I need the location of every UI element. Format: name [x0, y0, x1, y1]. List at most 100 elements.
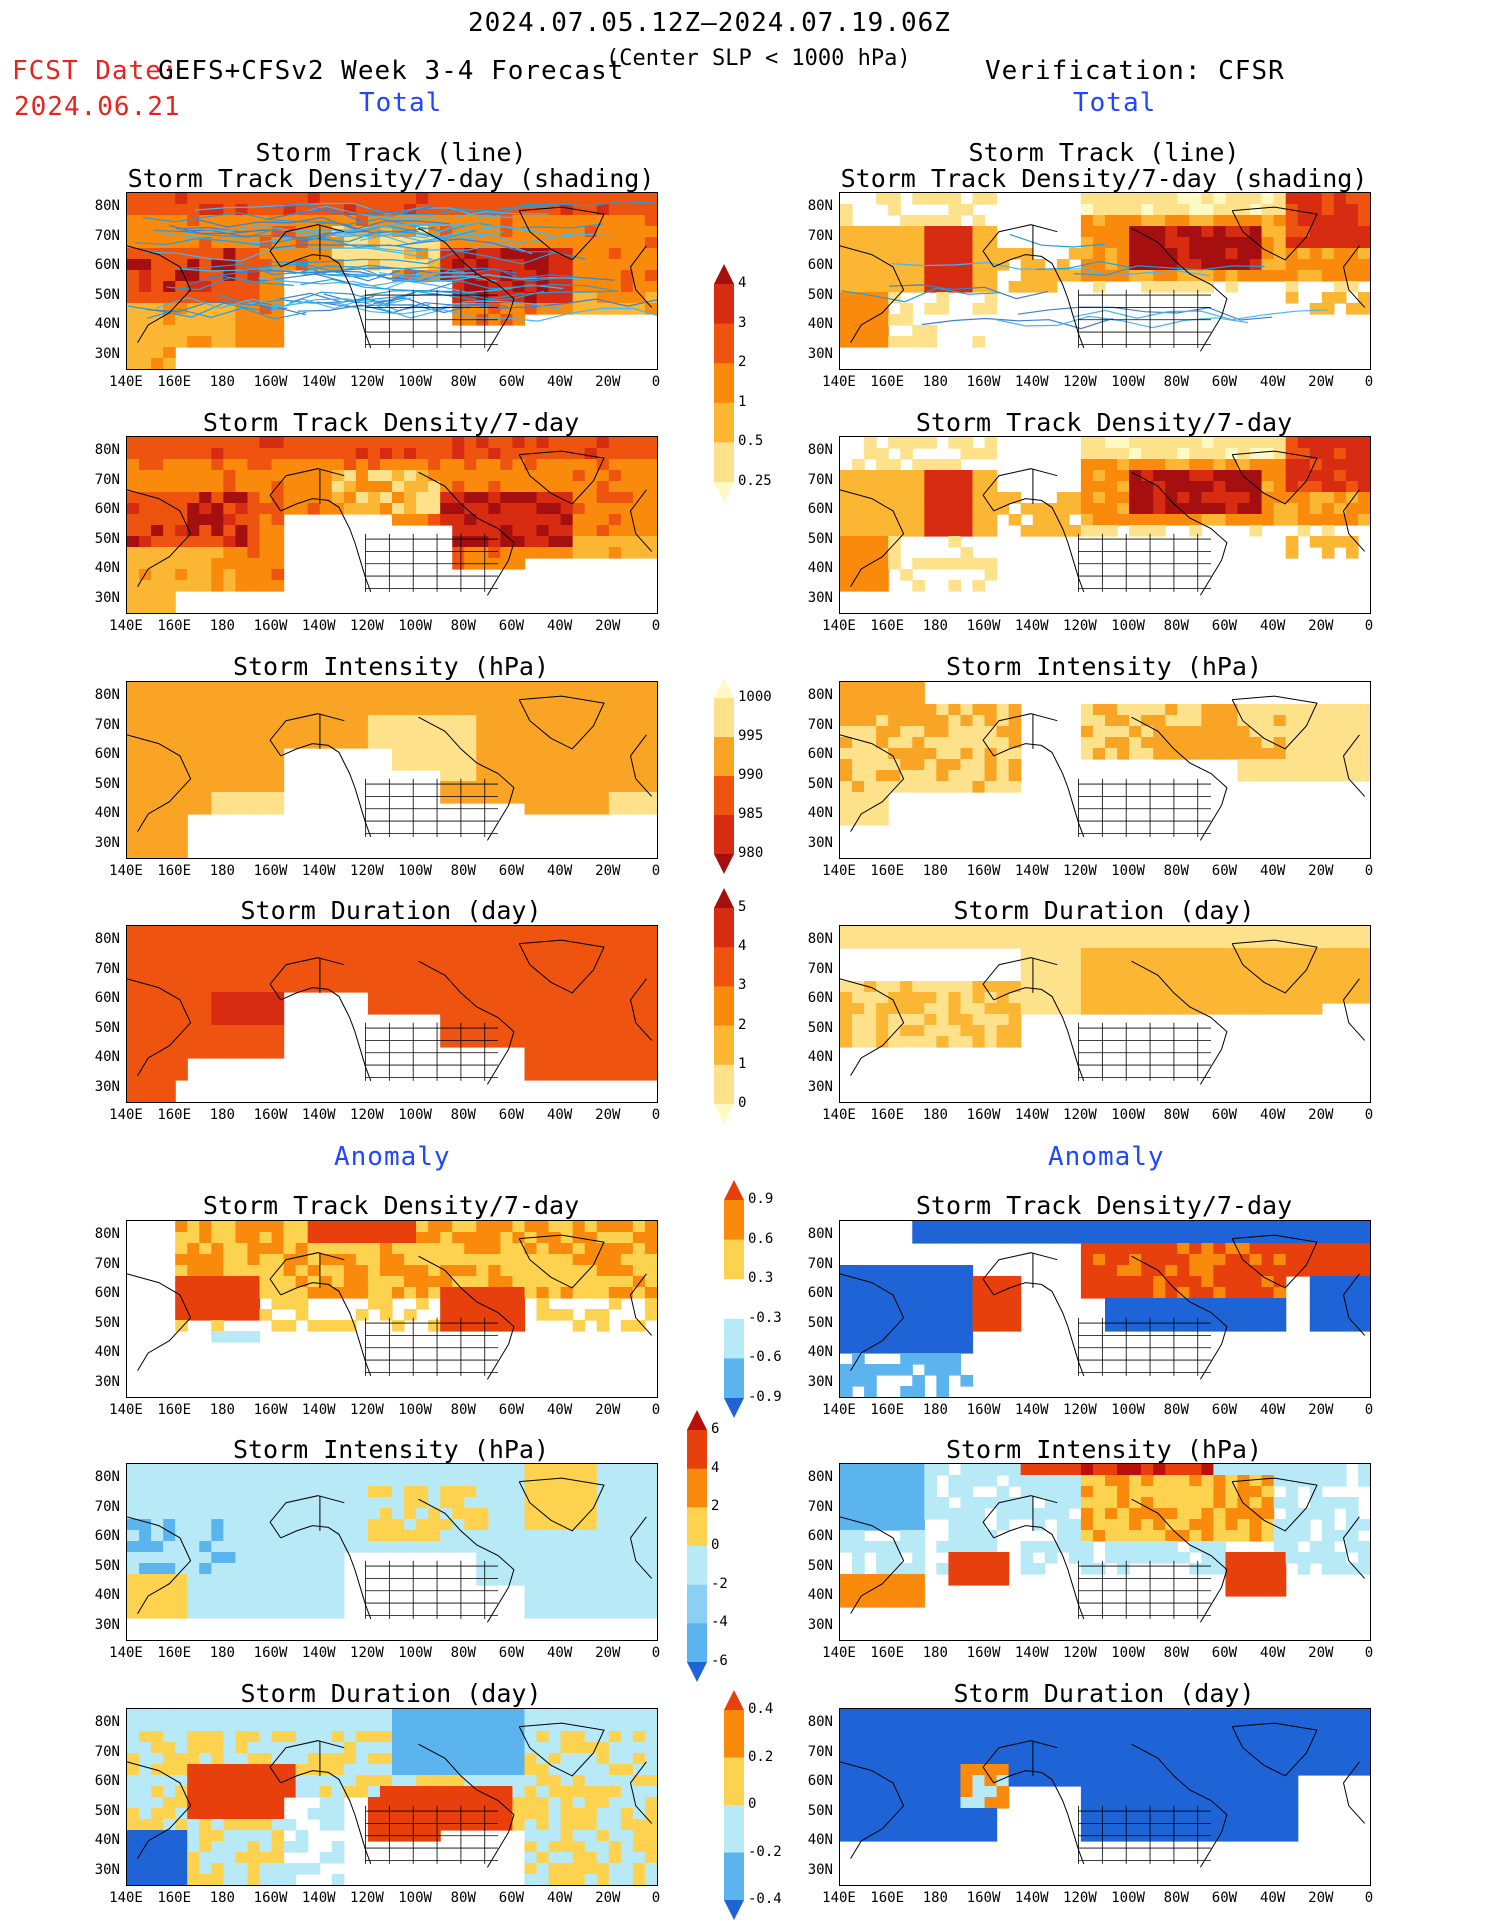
period-title: 2024.07.05.12Z–2024.07.19.06Z — [468, 8, 951, 38]
lon-label: 140E — [109, 1402, 143, 1418]
panel-obs-track-density — [839, 436, 1371, 614]
lon-label: 20W — [595, 1890, 621, 1906]
colorbar-label: 0 — [738, 1095, 747, 1111]
lon-label: 140E — [109, 863, 143, 879]
lat-label: 50N — [807, 286, 833, 303]
lat-label: 40N — [94, 1587, 120, 1603]
lat-label: 30N — [94, 1616, 120, 1633]
lon-label: 140W — [301, 1890, 336, 1906]
panel-fcst-duration — [126, 925, 658, 1103]
panel-title: Storm Intensity (hPa) — [232, 1435, 550, 1464]
panel-title: Storm Duration (day) — [240, 896, 542, 925]
colorbar-label: 980 — [738, 845, 764, 861]
lat-label: 40N — [807, 1344, 833, 1360]
colorbar-intensity_total — [714, 678, 734, 874]
colorbar-label: 985 — [738, 806, 764, 822]
lat-label: 50N — [94, 1557, 120, 1574]
lon-label: 160W — [966, 374, 1001, 390]
lat-label: 80N — [807, 198, 833, 214]
lon-label: 80W — [1163, 374, 1189, 390]
lat-label: 70N — [94, 227, 120, 244]
lon-label: 40W — [1259, 1890, 1286, 1906]
lat-label: 60N — [807, 1773, 833, 1789]
lon-label: 100W — [398, 618, 432, 634]
lon-label: 120W — [350, 1890, 384, 1906]
lat-label: 80N — [807, 442, 833, 458]
lon-label: 180 — [922, 1107, 948, 1123]
lon-label: 40W — [1259, 1107, 1286, 1123]
lat-label: 30N — [94, 589, 120, 606]
lon-label: 20W — [1308, 618, 1334, 634]
colorbar-label: 5 — [738, 899, 747, 915]
lat-label: 70N — [807, 471, 833, 488]
lon-label: 80W — [450, 1402, 476, 1418]
lon-label: 100W — [398, 1890, 432, 1906]
lat-label: 50N — [807, 1314, 833, 1331]
lon-label: 160E — [157, 1107, 192, 1123]
lat-label: 60N — [94, 990, 120, 1006]
lon-label: 60W — [498, 1890, 525, 1906]
colorbar-label: -4 — [711, 1614, 728, 1631]
lon-label: 80W — [1163, 1645, 1189, 1661]
lon-label: 160W — [966, 863, 1001, 879]
panel-obs-intensity-anomaly — [839, 1463, 1371, 1641]
panel-fcst-intensity-anomaly — [126, 1463, 658, 1641]
colorbar-label: 2 — [738, 354, 747, 371]
lon-label: 20W — [1308, 1107, 1334, 1123]
lat-label: 60N — [807, 990, 833, 1006]
lat-label: 60N — [94, 501, 120, 517]
lat-label: 50N — [94, 1802, 120, 1819]
colorbar-label: -0.6 — [748, 1349, 782, 1366]
lon-label: 160E — [870, 374, 905, 390]
lon-label: 120W — [350, 863, 384, 879]
lat-label: 60N — [94, 1285, 120, 1301]
lon-label: 100W — [398, 863, 432, 879]
lon-label: 100W — [398, 1107, 432, 1123]
lat-label: 40N — [807, 316, 833, 332]
lon-label: 140W — [1014, 618, 1049, 634]
colorbar-label: 4 — [738, 275, 747, 291]
lon-label: 120W — [350, 1107, 384, 1123]
lon-label: 140E — [109, 1107, 143, 1123]
panel-fcst-track-density — [126, 436, 658, 614]
lon-label: 0 — [1364, 1890, 1374, 1906]
colorbar-label: 0.9 — [748, 1191, 774, 1207]
lon-label: 120W — [350, 618, 384, 634]
colorbar-intensity_anom — [687, 1410, 707, 1682]
lon-label: 160W — [253, 374, 288, 390]
lon-label: 140E — [822, 618, 856, 634]
panel-obs-density-anomaly — [839, 1220, 1371, 1398]
lon-label: 0 — [651, 374, 661, 390]
lon-label: 160W — [966, 618, 1001, 634]
panel-title: Storm Duration (day) — [953, 896, 1255, 925]
lon-label: 0 — [651, 618, 661, 634]
lon-label: 100W — [1111, 618, 1145, 634]
lat-label: 60N — [94, 1773, 120, 1789]
lon-label: 180 — [922, 1645, 948, 1661]
lon-label: 100W — [1111, 1890, 1145, 1906]
lat-label: 80N — [94, 1226, 120, 1242]
lon-label: 80W — [1163, 863, 1189, 879]
lon-label: 20W — [595, 1107, 621, 1123]
lat-label: 70N — [94, 471, 120, 488]
colorbar-label: 0.25 — [738, 473, 772, 489]
lon-label: 140E — [822, 1645, 856, 1661]
lat-label: 60N — [807, 1528, 833, 1544]
colorbar-label: 1 — [738, 1055, 747, 1072]
lat-label: 50N — [807, 1557, 833, 1574]
colorbar-label: -0.4 — [748, 1891, 782, 1907]
lon-label: 120W — [350, 1645, 384, 1661]
panel-title: Storm Intensity (hPa) — [945, 652, 1263, 681]
fcst-date: 2024.06.21 — [14, 92, 181, 122]
colorbar-label: 4 — [711, 1459, 720, 1476]
lon-label: 120W — [1063, 863, 1097, 879]
lon-label: 180 — [209, 863, 235, 879]
colorbar-label: 995 — [738, 728, 764, 744]
lon-label: 60W — [498, 1645, 525, 1661]
lon-label: 0 — [1364, 1402, 1374, 1418]
lat-label: 70N — [807, 227, 833, 244]
lat-label: 40N — [94, 1049, 120, 1065]
lon-label: 100W — [1111, 863, 1145, 879]
lon-label: 100W — [1111, 1107, 1145, 1123]
lat-label: 60N — [94, 257, 120, 273]
